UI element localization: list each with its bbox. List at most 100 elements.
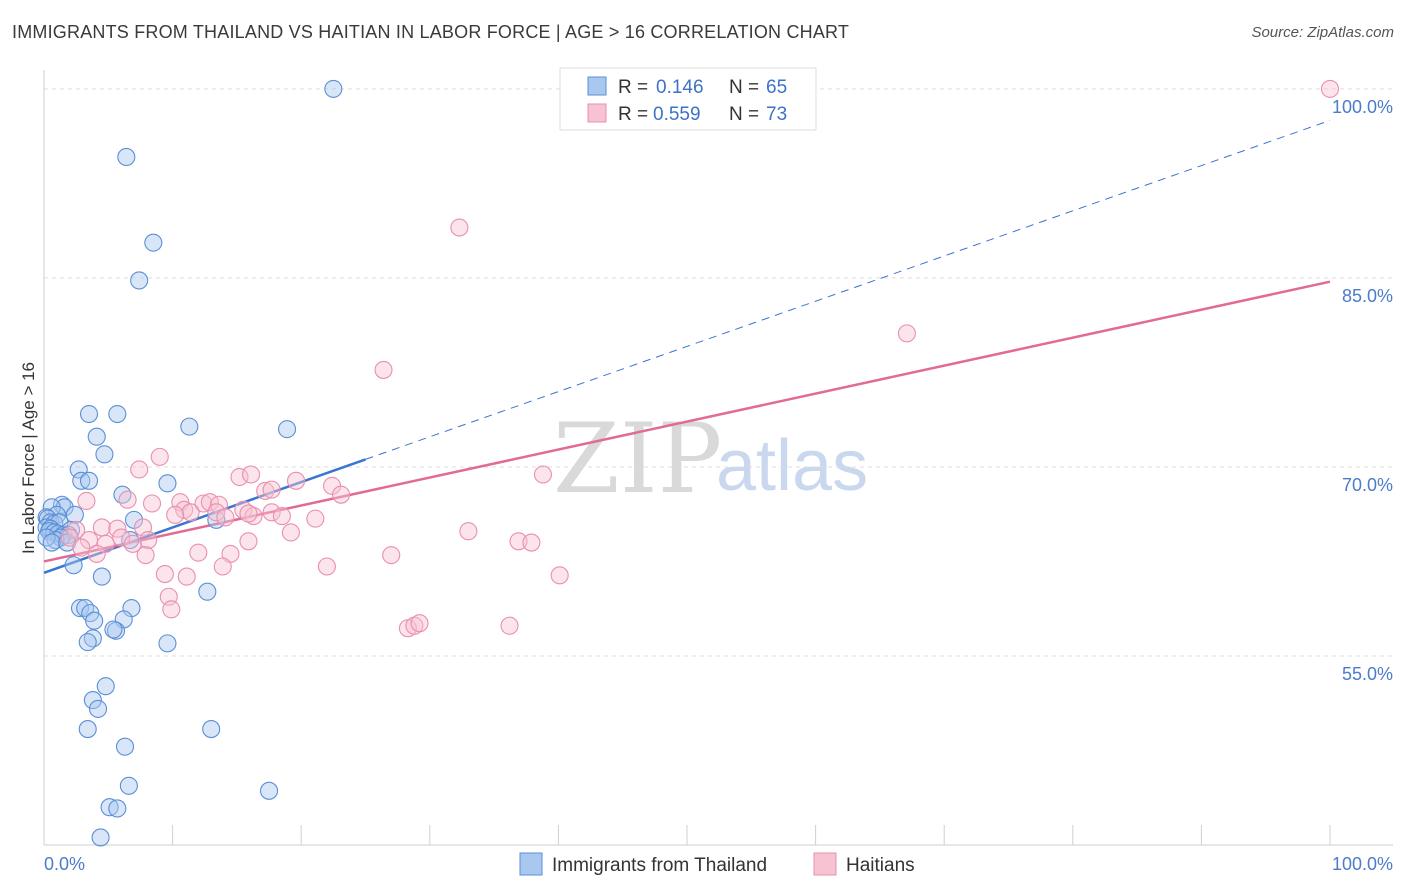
y-axis-label: In Labor Force | Age > 16 (19, 362, 38, 554)
haitian-point (306, 509, 325, 528)
haitian-point (87, 544, 106, 563)
haitian-point (136, 546, 155, 565)
correlation-legend: R = 0.146 N = 65 R = 0.559 N = 73 (559, 67, 817, 131)
thailand-point (72, 471, 91, 490)
thailand-point (91, 828, 110, 847)
legend-swatch-haitian (587, 103, 607, 123)
thailand-point (202, 720, 221, 739)
haitian-point (262, 480, 281, 499)
thailand-point (158, 634, 177, 653)
thailand-point (69, 460, 88, 479)
haitian-point (60, 528, 79, 547)
haitian-point (281, 523, 300, 542)
legend-r-label-2: R = (618, 104, 653, 125)
thailand-point (42, 533, 61, 552)
haitian-point (287, 471, 306, 490)
haitian-point (256, 481, 275, 500)
series-label-thailand: Immigrants from Thailand (552, 855, 767, 876)
x-tick-label-min: 0.0% (44, 854, 85, 874)
thailand-point (119, 776, 138, 795)
thailand-point (87, 427, 106, 446)
haitian-point (108, 519, 127, 538)
gridlines (44, 88, 1393, 657)
haitian-point (244, 507, 263, 526)
y-tick-label: 100.0% (1332, 97, 1393, 117)
haitian-point (139, 530, 158, 550)
thailand-point (64, 556, 83, 575)
thailand-point (79, 471, 99, 490)
haitian-point (533, 465, 553, 484)
haitian-point (194, 494, 213, 513)
thailand-point (88, 699, 108, 718)
thailand-point (96, 677, 115, 696)
legend-n-value-2: 73 (766, 104, 787, 125)
haitian-point (509, 532, 528, 551)
haitian-point (239, 532, 258, 551)
haitian-point (459, 522, 478, 541)
thailand-point (100, 798, 119, 817)
thailand-point (117, 147, 136, 167)
haitian-point (77, 491, 96, 511)
haitian-point (216, 508, 235, 527)
haitian-point (500, 616, 519, 635)
legend-r-value-1: 0.146 (656, 77, 704, 98)
thailand-point (83, 691, 102, 710)
thailand-point (108, 799, 127, 818)
haitian-point (123, 534, 142, 553)
thailand-point (324, 79, 343, 98)
haitian-point (230, 467, 249, 487)
thailand-point (85, 611, 104, 630)
haitian-point (332, 485, 351, 504)
haitian-point (96, 534, 115, 553)
thailand-point (158, 474, 177, 493)
thailand-point (92, 567, 111, 586)
haitian-point (239, 504, 258, 523)
legend-swatch-thailand (587, 76, 607, 96)
haitian-point (897, 324, 916, 343)
haitian-trend-line (43, 280, 1331, 563)
thailand-point (144, 233, 163, 252)
thailand-point (198, 582, 217, 601)
haitian-point (112, 528, 131, 547)
haitian-point (155, 565, 174, 584)
haitian-point (272, 507, 291, 526)
y-tick-label: 70.0% (1342, 475, 1393, 495)
haitian-point (262, 503, 281, 522)
haitian-point (207, 503, 226, 522)
watermark-zip: ZIP (553, 403, 722, 515)
haitian-point (450, 218, 469, 237)
x-tick-label-max: 100.0% (1332, 854, 1393, 874)
legend-n-label-2: N = (729, 104, 764, 125)
thailand-point (104, 620, 123, 639)
thailand-point (130, 271, 149, 290)
thailand-point (108, 404, 127, 424)
haitian-point (241, 465, 261, 484)
haitian-point (118, 490, 137, 509)
thailand-point (37, 528, 56, 547)
haitian-point (382, 546, 401, 565)
thailand-point (78, 633, 97, 652)
haitian-point (130, 460, 149, 479)
series-label-haitian: Haitians (846, 855, 915, 876)
data-points (37, 79, 1340, 847)
thailand-point (70, 599, 90, 618)
series-swatch-thailand (519, 852, 543, 876)
watermark-atlas: atlas (716, 426, 868, 506)
haitian-point (374, 360, 393, 379)
haitian-point (92, 518, 111, 537)
thailand-point (278, 420, 297, 439)
haitian-point (72, 538, 91, 557)
thailand-point (180, 417, 199, 436)
haitian-point (150, 447, 169, 466)
thailand-point (259, 781, 279, 800)
haitian-point (213, 557, 232, 576)
haitian-point (317, 557, 336, 576)
y-tick-label: 85.0% (1342, 286, 1393, 306)
y-tick-label: 55.0% (1342, 664, 1393, 684)
haitian-point (410, 614, 429, 633)
thailand-trend-line (43, 458, 366, 574)
thailand-point (115, 737, 135, 756)
haitian-point (166, 505, 185, 524)
haitian-point (405, 616, 424, 635)
